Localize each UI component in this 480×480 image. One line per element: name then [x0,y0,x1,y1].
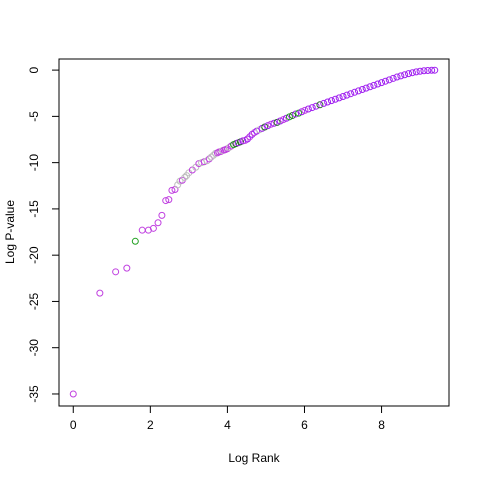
data-point [354,87,362,95]
data-point [154,219,162,227]
data-point [412,68,420,76]
x-tick-label: 4 [224,418,231,432]
data-point [351,88,359,96]
y-tick-label: -35 [27,385,41,403]
data-point [138,226,146,234]
y-axis-label: Log P-value [3,200,17,264]
data-point [428,66,436,74]
data-point [378,79,386,87]
data-point [168,186,176,194]
data-point [292,110,300,118]
y-tick-label: -20 [27,246,41,264]
data-point [301,106,309,114]
data-point [205,155,213,163]
data-point [207,153,215,161]
data-point [69,390,77,398]
data-point [96,289,104,297]
data-point [149,224,157,232]
data-point [420,67,428,75]
data-point [248,130,256,138]
data-point [408,69,416,77]
data-point [327,97,335,105]
data-point [343,91,351,99]
plot-frame [58,58,450,407]
data-point [366,83,374,91]
data-point [370,81,378,89]
y-tick-label: -5 [27,111,41,122]
data-points [69,66,439,398]
data-point [431,66,439,74]
data-point [312,102,320,110]
y-axis: 0 -5 -10 -15 -20 -25 -30 -35 [27,66,59,403]
data-point [424,66,432,74]
data-point [374,80,382,88]
data-point [339,92,347,100]
data-point [308,104,316,112]
data-point [165,196,173,204]
data-point [358,86,366,94]
data-point [401,71,409,79]
data-point [324,98,332,106]
y-tick-label: -10 [27,154,41,172]
x-tick-label: 6 [301,418,308,432]
x-tick-label: 0 [70,418,77,432]
data-point [389,74,397,82]
data-point [393,73,401,81]
data-point [158,211,166,219]
data-point [203,157,211,165]
x-tick-label: 2 [147,418,154,432]
data-point [162,197,170,205]
data-point [331,95,339,103]
data-point [335,94,343,102]
data-point [174,181,182,189]
x-axis: 0 2 4 6 8 [70,406,385,432]
data-point [123,264,131,272]
data-point [397,72,405,80]
data-point [416,67,424,75]
y-tick-label: -25 [27,292,41,310]
data-point [246,133,254,141]
data-point [405,70,413,78]
data-point [243,135,251,143]
data-point [210,151,218,159]
data-point [316,101,324,109]
data-point [181,173,189,181]
x-tick-label: 8 [378,418,385,432]
data-point [385,76,393,84]
x-axis-label: Log Rank [228,451,280,465]
data-point [362,84,370,92]
y-tick-label: -30 [27,339,41,357]
data-point [112,268,120,276]
data-point [347,90,355,98]
data-point [131,237,139,245]
y-tick-label: -15 [27,200,41,218]
data-point [270,119,278,127]
data-point [381,77,389,85]
data-point [320,99,328,107]
data-point [267,120,275,128]
y-tick-label: 0 [27,66,41,73]
data-point [304,105,312,113]
